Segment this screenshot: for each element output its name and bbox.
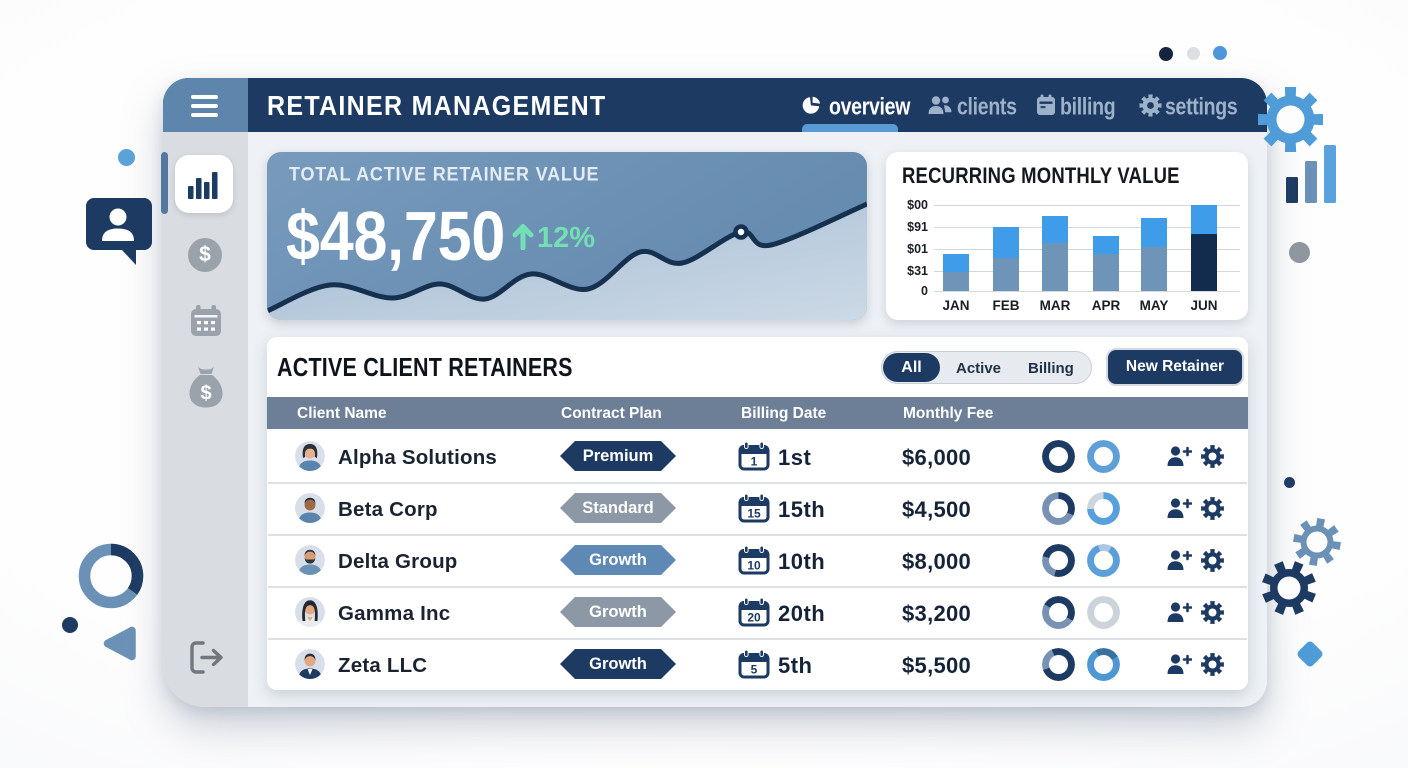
svg-text:20: 20 bbox=[747, 611, 761, 625]
svg-text:$: $ bbox=[200, 383, 211, 405]
svg-text:10: 10 bbox=[747, 559, 761, 573]
svg-text:15: 15 bbox=[747, 507, 761, 521]
svg-text:5: 5 bbox=[751, 663, 758, 677]
svg-text:1: 1 bbox=[751, 455, 758, 469]
